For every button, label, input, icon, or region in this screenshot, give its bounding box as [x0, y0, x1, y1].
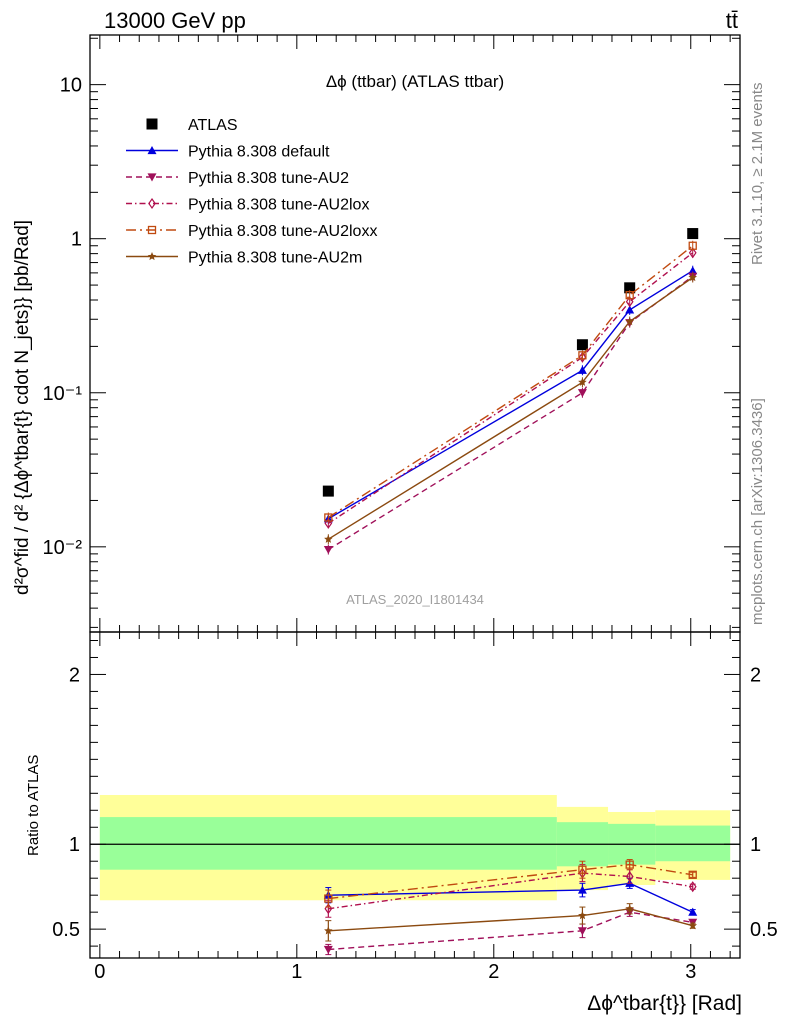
- series-3: [324, 247, 697, 529]
- ratio-y-tick-label-right: 0.5: [750, 919, 778, 941]
- ratio-series-line: [328, 882, 693, 913]
- legend-marker: [147, 225, 157, 235]
- main-title: Δϕ (ttbar) (ATLAS ttbar): [326, 72, 504, 91]
- legend-marker: [148, 197, 156, 210]
- ratio-series-line: [328, 872, 693, 910]
- ratio-plot-area: 0.5 0.5 1 1 2 2 0 1 2 3: [52, 632, 778, 983]
- legend-marker: [147, 146, 157, 155]
- y-tick-label: 10⁻¹: [43, 383, 83, 405]
- data-point: [578, 351, 587, 360]
- legend-marker: [147, 173, 157, 182]
- legend: ATLAS Pythia 8.308 default Pythia 8.308 tu…: [126, 117, 377, 267]
- ratio-data-point: [324, 894, 333, 903]
- process-label: tt̄: [726, 8, 738, 33]
- energy-label: 13000 GeV pp: [104, 8, 246, 33]
- data-point: [687, 228, 699, 240]
- data-point: [324, 513, 333, 522]
- series-line: [327, 276, 694, 540]
- legend-marker: [146, 118, 158, 130]
- series-line: [327, 252, 694, 524]
- x-tick-label: 1: [291, 961, 302, 983]
- ratio-series-line: [328, 911, 693, 951]
- ratio-frame: [89, 631, 741, 959]
- main-ylabel: d²σ^fid / d² {Δϕ^tbar{t} cdot N_jets}} […: [12, 220, 33, 595]
- ratio-series-3: [324, 859, 697, 908]
- mcplots-label: mcplots.cern.ch [arXiv:1306.3436]: [749, 398, 766, 625]
- legend-entry: Pythia 8.308 default: [188, 144, 330, 161]
- ratio-data-point: [578, 911, 587, 920]
- ratio-y-tick-label: 2: [69, 664, 80, 686]
- ratio-data-point: [688, 921, 697, 930]
- series-4: [324, 240, 697, 523]
- rivet-label: Rivet 3.1.10, ≥ 2.1M events: [749, 83, 766, 266]
- ratio-data-point: [688, 881, 697, 893]
- data-point: [322, 485, 334, 497]
- legend-entry: ATLAS: [188, 117, 238, 134]
- ratio-y-tick-label-right: 1: [750, 834, 761, 856]
- ratio-y-tick-label-right: 2: [750, 664, 761, 686]
- x-tick-label: 3: [685, 961, 696, 983]
- ratio-data-point: [324, 926, 333, 935]
- legend-entry: Pythia 8.308 tune-AU2loxx: [188, 223, 377, 240]
- ratio-y-tick-label: 1: [69, 834, 80, 856]
- data-point: [578, 377, 587, 386]
- legend-marker: [147, 252, 157, 261]
- inner-uncertainty-band: [655, 825, 731, 862]
- series-line: [327, 245, 694, 519]
- ratio-data-point: [625, 870, 634, 883]
- ratio-xlabel: Δϕ^tbar{t}} [Rad]: [587, 992, 742, 1015]
- x-tick-label: 2: [488, 961, 499, 983]
- ratio-data-point: [323, 945, 333, 955]
- data-point: [324, 534, 333, 543]
- ratio-series-line: [328, 863, 693, 900]
- main-panel: 10⁻² 10⁻¹ 1 10 Δϕ (ttbar) (ATLAS ttbar) ATL…: [12, 34, 741, 633]
- ratio-data-point: [578, 865, 587, 874]
- ratio-data-point: [625, 904, 634, 913]
- data-point: [688, 273, 697, 282]
- legend-entry: Pythia 8.308 tune-AU2lox: [188, 197, 369, 214]
- ratio-data-point: [577, 927, 587, 936]
- main-plot-area: 10⁻² 10⁻¹ 1 10: [43, 35, 740, 632]
- ratio-series-line: [328, 908, 693, 932]
- data-point: [688, 241, 697, 250]
- x-tick-label: 0: [94, 961, 105, 983]
- ratio-y-tick-label: 0.5: [52, 919, 80, 941]
- y-tick-label: 1: [71, 229, 82, 251]
- data-point: [624, 282, 636, 294]
- series-5: [324, 272, 697, 545]
- data-point: [625, 305, 635, 314]
- ratio-data-point: [577, 885, 587, 894]
- y-tick-label: 10⁻²: [43, 537, 83, 559]
- legend-entry: Pythia 8.308 tune-AU2: [188, 170, 349, 187]
- data-point: [625, 317, 634, 326]
- data-point: [625, 296, 634, 308]
- legend-entry: Pythia 8.308 tune-AU2m: [188, 250, 362, 267]
- ratio-data-point: [625, 860, 634, 869]
- data-point: [577, 389, 587, 398]
- ratio-data-point: [688, 870, 697, 879]
- data-point: [578, 351, 587, 363]
- ratio-series-4: [324, 903, 697, 942]
- data-point: [324, 517, 333, 529]
- data-point: [323, 545, 333, 555]
- data-point: [688, 247, 697, 259]
- data-point: [625, 291, 634, 300]
- data-point: [576, 339, 588, 351]
- ratio-ylabel: Ratio to ATLAS: [25, 755, 42, 856]
- ratio-series-1: [323, 907, 698, 956]
- data-point: [577, 365, 587, 374]
- inner-uncertainty-band: [99, 817, 557, 870]
- y-tick-label: 10: [60, 75, 82, 97]
- watermark: ATLAS_2020_I1801434: [346, 592, 484, 607]
- data-point: [688, 266, 698, 275]
- series-line: [327, 270, 694, 520]
- ratio-panel: 0.5 0.5 1 1 2 2 0 1 2 3 Ratio to ATLAS Δϕ^tbar{t}…: [25, 631, 778, 1015]
- ratio-data-point: [688, 907, 698, 916]
- series-0: [322, 228, 699, 497]
